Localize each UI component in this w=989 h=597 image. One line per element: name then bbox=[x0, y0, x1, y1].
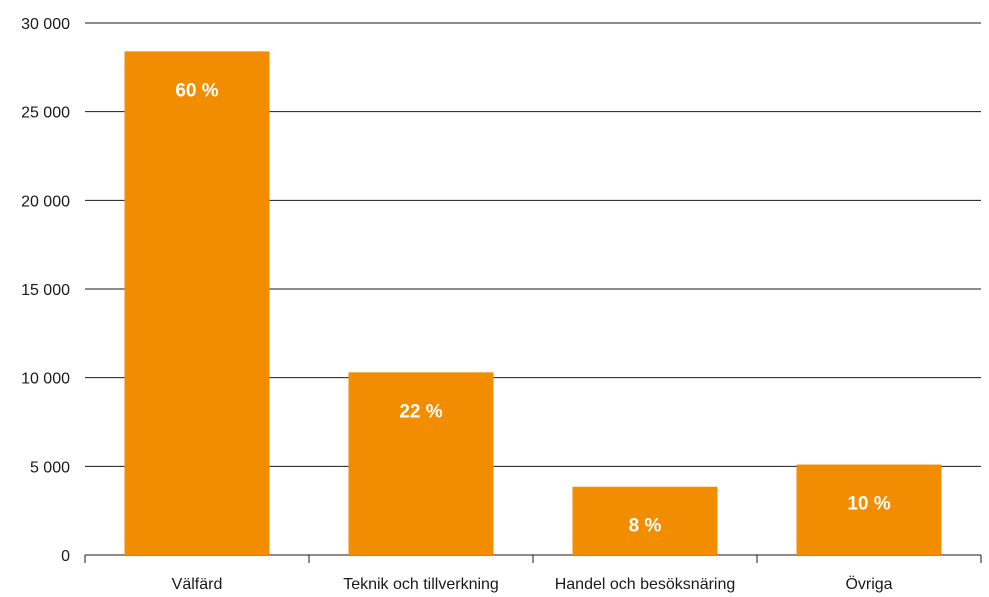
x-axis: Välfärd Teknik och tillverkning Handel och… bbox=[84, 555, 982, 593]
x-category-label: Handel och besöksnäring bbox=[555, 576, 736, 593]
data-label: 60 % bbox=[175, 80, 218, 101]
y-tick-label: 0 bbox=[61, 548, 70, 565]
y-tick-label: 15 000 bbox=[21, 282, 70, 299]
x-category-label: Välfärd bbox=[172, 576, 223, 593]
y-tick-label: 25 000 bbox=[21, 105, 70, 122]
y-axis-ticks: 0 5 000 10 000 15 000 20 000 25 000 30 000 bbox=[21, 16, 70, 565]
y-tick-label: 20 000 bbox=[21, 193, 70, 210]
x-category-label: Teknik och tillverkning bbox=[343, 576, 499, 593]
bar bbox=[124, 51, 270, 556]
y-tick-label: 30 000 bbox=[21, 16, 70, 33]
bar bbox=[348, 372, 494, 555]
data-label: 22 % bbox=[399, 401, 442, 422]
x-category-label: Övriga bbox=[845, 575, 892, 593]
bar bbox=[572, 486, 718, 555]
y-tick-label: 10 000 bbox=[21, 371, 70, 388]
bar bbox=[796, 464, 942, 555]
y-tick-label: 5 000 bbox=[30, 459, 70, 476]
bars: 60 % 22 % 8 % 10 % bbox=[124, 51, 942, 556]
data-label: 8 % bbox=[629, 516, 662, 537]
data-label: 10 % bbox=[847, 494, 890, 515]
